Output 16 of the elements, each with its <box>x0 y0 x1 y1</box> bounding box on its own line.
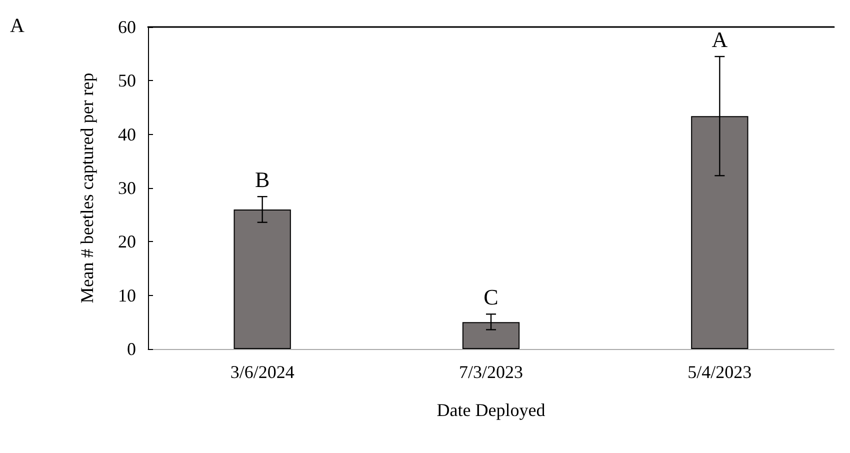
x-tick-label: 3/6/2024 <box>230 362 294 382</box>
y-tick-label: 10 <box>118 285 136 306</box>
y-axis-title: Mean # beetles captured per rep <box>77 72 97 304</box>
y-tick-label: 60 <box>118 17 136 37</box>
x-axis-title: Date Deployed <box>436 400 546 420</box>
x-tick-label: 7/3/2023 <box>458 362 524 382</box>
annotation: A <box>712 27 728 52</box>
annotation: B <box>254 167 270 192</box>
annotation: C <box>484 284 498 310</box>
y-tick-label: 0 <box>127 339 136 359</box>
y-tick-label: 20 <box>118 232 136 252</box>
x-tick-label: 5/4/2023 <box>688 362 752 382</box>
text: A <box>10 15 25 37</box>
y-tick-label: 50 <box>118 70 136 91</box>
y-tick-label: 40 <box>118 124 136 144</box>
y-tick-label: 30 <box>118 178 136 198</box>
